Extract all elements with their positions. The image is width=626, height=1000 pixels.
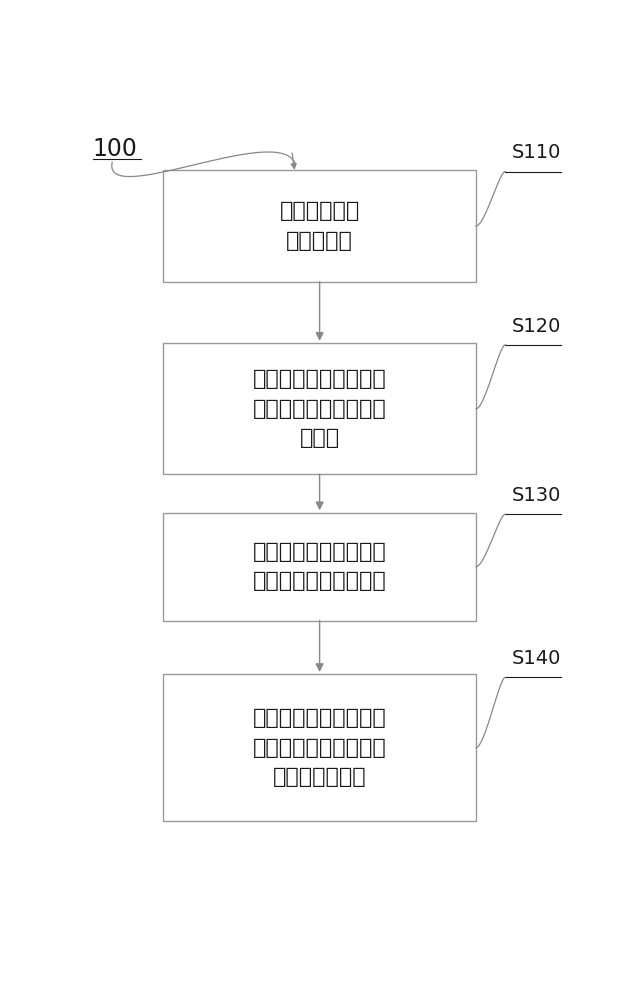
Bar [163,343,476,474]
Text: 获取燃料组件
的燃耗深度: 获取燃料组件 的燃耗深度 [279,201,360,251]
Text: 基于参数预处理的结果
，执行中子输运计算，
以获得少群截面: 基于参数预处理的结果 ，执行中子输运计算， 以获得少群截面 [253,708,386,787]
Text: S120: S120 [511,317,561,336]
Text: 获取燃料组件在燃耗深
度下的一个或多个参数
的变化: 获取燃料组件在燃耗深 度下的一个或多个参数 的变化 [253,369,386,448]
Text: 针对一个或多个参数的
变化来执行参数预处理: 针对一个或多个参数的 变化来执行参数预处理 [253,542,386,591]
Text: 100: 100 [93,137,138,161]
Text: S110: S110 [511,143,561,162]
Bar [163,170,476,282]
Bar [163,674,476,821]
Text: S130: S130 [511,486,561,505]
Bar [163,513,476,620]
Text: S140: S140 [511,649,561,668]
